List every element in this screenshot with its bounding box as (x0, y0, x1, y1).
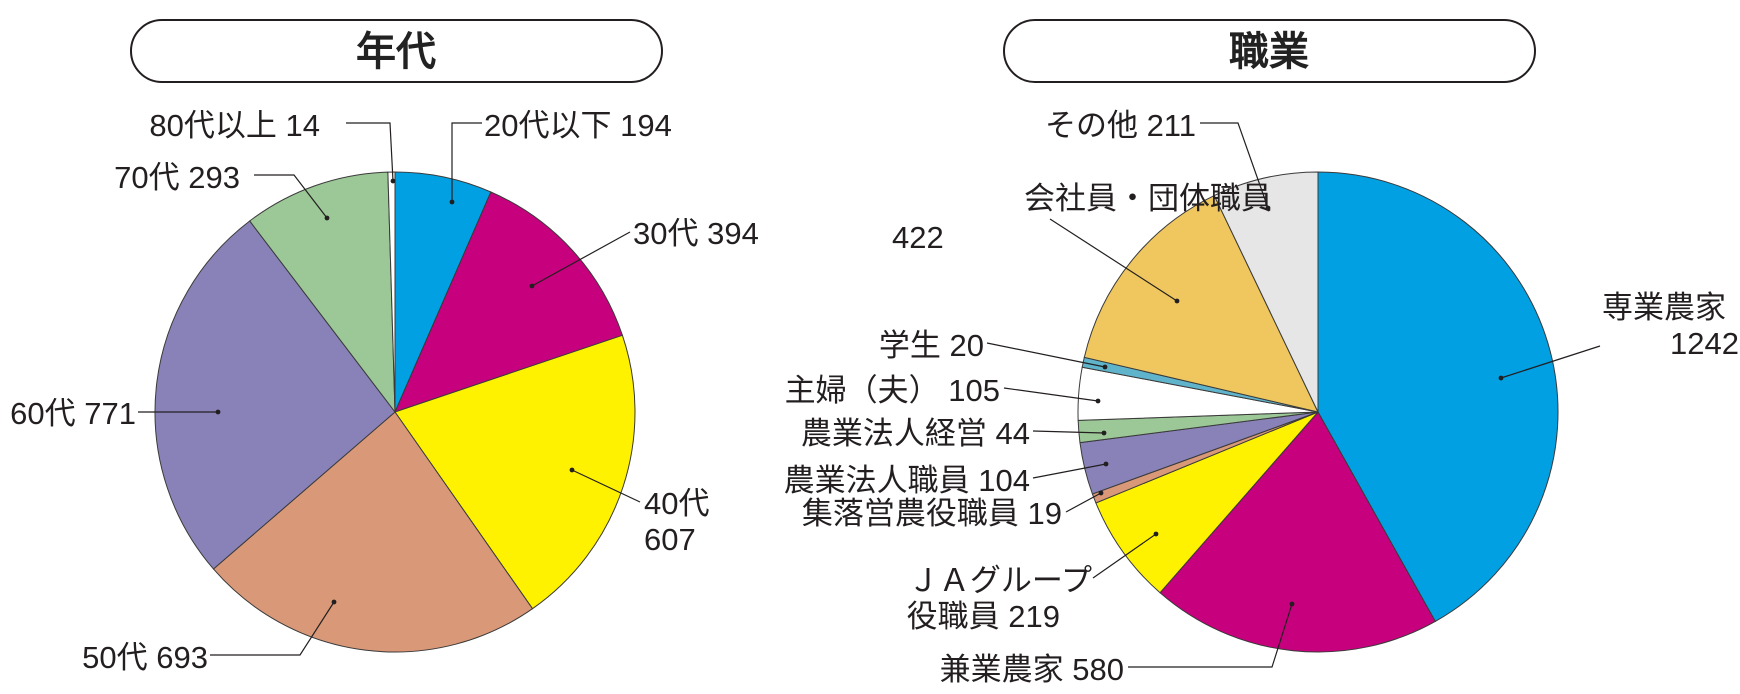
leader-dot-専業農家 (1498, 375, 1504, 381)
slice-label-専業農家-line2: 1242 (1670, 326, 1739, 361)
slice-label-専業農家-line1: 専業農家 (1602, 290, 1726, 325)
slice-label-主婦-夫: 主婦（夫） 105 (785, 373, 1000, 408)
age-title-pill (130, 19, 663, 83)
leader-dot-兼業農家 (1289, 601, 1295, 607)
leader-dot-30代 (529, 283, 535, 289)
leader-dot-60代 (215, 409, 221, 415)
occupation-pie (1077, 171, 1559, 653)
pie-slice-会社員・団体職員 (1083, 194, 1319, 413)
pie-slice-専業農家 (1317, 171, 1559, 623)
slice-label-その他: その他 211 (1045, 108, 1196, 143)
leader-line-70代 (254, 174, 328, 219)
slice-label-40代-line1: 40代 (644, 486, 709, 521)
slice-label-80代以上: 80代以上 14 (149, 108, 320, 143)
leader-line-学生 (986, 342, 1106, 368)
leader-line-農業法人経営 (1032, 430, 1105, 434)
leader-line-その他 (1200, 122, 1269, 209)
leader-dot-主婦-夫 (1095, 398, 1101, 404)
leader-dot-20代以下 (449, 199, 455, 205)
occupation-title-pill (1003, 19, 1536, 83)
leader-line-会社員・団体職員 (1049, 218, 1178, 302)
leader-dot-学生 (1102, 364, 1108, 370)
pie-slice-兼業農家 (1159, 411, 1436, 653)
age-chart-title: 年代 (356, 29, 436, 75)
leader-dot-ＪＡグループ役職員 (1153, 531, 1159, 537)
leader-line-集落営農役職員 (1065, 492, 1102, 513)
age-pie (154, 171, 636, 653)
leader-dot-50代 (331, 599, 337, 605)
leader-line-主婦-夫 (1003, 387, 1099, 402)
slice-label-60代: 60代 771 (10, 396, 136, 431)
leader-line-40代 (571, 469, 641, 503)
slice-label-会社員・団体職員-line2: 422 (892, 220, 944, 255)
leader-line-農業法人職員 (1032, 463, 1107, 479)
leader-dot-40代 (569, 467, 575, 473)
slice-label-20代以下: 20代以下 194 (484, 108, 672, 143)
slice-label-ＪＡグループ役職員-line1: ＪＡグループ (908, 563, 1092, 598)
leader-dot-70代 (324, 215, 330, 221)
pie-slice-ＪＡグループ役職員 (1095, 411, 1319, 594)
slice-label-70代: 70代 293 (114, 160, 240, 195)
slice-label-農業法人職員: 農業法人職員 104 (784, 463, 1030, 498)
pie-slice-60代 (154, 220, 396, 570)
leader-line-ＪＡグループ役職員 (1092, 533, 1157, 579)
slice-label-40代-line2: 607 (644, 522, 696, 557)
slice-label-30代: 30代 394 (633, 216, 759, 251)
pie-slice-40代 (394, 334, 636, 610)
pie-slice-その他 (1213, 171, 1319, 413)
pie-slice-50代 (212, 411, 534, 653)
leader-line-兼業農家 (1128, 603, 1293, 668)
slice-label-50代: 50代 693 (82, 640, 208, 675)
pie-slice-70代 (248, 171, 396, 414)
leader-line-専業農家 (1500, 345, 1601, 379)
leader-dot-会社員・団体職員 (1174, 298, 1180, 304)
occupation-chart-title: 職業 (1229, 29, 1309, 75)
leader-dot-農業法人職員 (1103, 461, 1109, 467)
leader-line-20代以下 (451, 122, 482, 202)
pie-slice-80代以上 (387, 171, 396, 413)
leader-dot-集落営農役職員 (1098, 490, 1104, 496)
leader-dot-80代以上 (390, 178, 396, 184)
leader-line-80代以上 (346, 122, 394, 182)
leader-dot-農業法人経営 (1101, 430, 1107, 436)
slice-label-兼業農家: 兼業農家 580 (940, 652, 1124, 687)
slice-label-ＪＡグループ役職員-line2: 役職員 219 (907, 599, 1060, 634)
pie-slice-30代 (394, 191, 624, 413)
slice-label-農業法人経営: 農業法人経営 44 (801, 416, 1030, 451)
slice-label-集落営農役職員: 集落営農役職員 19 (802, 496, 1062, 531)
leader-line-50代 (210, 601, 335, 656)
slice-label-学生: 学生 20 (879, 328, 984, 363)
leader-line-30代 (531, 231, 631, 287)
slice-label-会社員・団体職員-line1: 会社員・団体職員 (1024, 181, 1272, 216)
leader-dot-その他 (1265, 205, 1271, 211)
